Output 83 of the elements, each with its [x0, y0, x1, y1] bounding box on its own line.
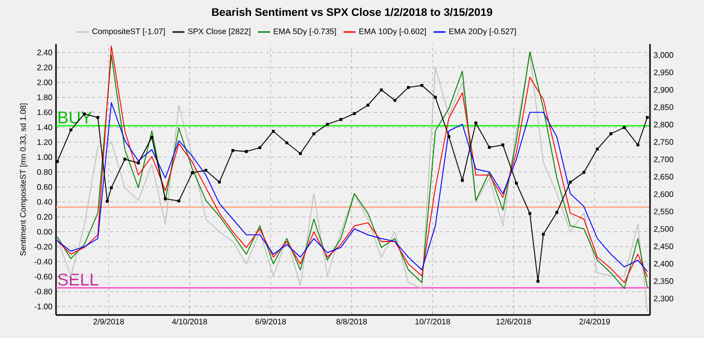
- point: [514, 182, 518, 185]
- y-tick-label: 0.20: [37, 214, 52, 220]
- y-tick-label: 1.20: [38, 139, 52, 145]
- point: [110, 186, 113, 190]
- point: [380, 88, 383, 92]
- point: [447, 135, 450, 138]
- y-tick-label: 1.40: [38, 124, 52, 130]
- y2-tick-label: 2,800: [654, 122, 674, 128]
- y2-tick-label: 2,850: [654, 104, 674, 111]
- y-tick-label: 0.60: [37, 184, 52, 190]
- point: [244, 150, 248, 153]
- x-tick-label: 8/8/2018: [336, 318, 367, 324]
- point: [339, 118, 342, 121]
- point: [420, 84, 424, 87]
- y-tick-label: 0.00: [37, 228, 52, 235]
- y-axis-title: Sentiment CompositeST [mn 0.33, sd 1.08]: [20, 104, 28, 256]
- legend-label: EMA 10Dy [-0.602]: [359, 28, 426, 36]
- point: [555, 210, 558, 214]
- legend-label: EMA 20Dy [-0.527]: [449, 28, 516, 36]
- point: [474, 122, 478, 124]
- y-tick-label: 1.80: [38, 94, 52, 100]
- point: [501, 143, 504, 146]
- y2-tick-label: 2,650: [654, 174, 674, 181]
- y-tick-label: -0.20: [34, 244, 52, 250]
- point: [460, 178, 464, 182]
- chart-title: Bearish Sentiment vs SPX Close 1/2/2018 to 3/15/2019: [212, 8, 492, 16]
- legend-label: CompositeST [-1.07]: [92, 28, 165, 36]
- legend-label: SPX Close [2822]: [188, 28, 250, 36]
- y2-tick-label: 2,300: [654, 296, 674, 302]
- y-tick-label: 2.40: [37, 50, 52, 56]
- y-tick-label: 2.00: [37, 80, 52, 86]
- y2-tick-label: 2,500: [654, 226, 674, 233]
- point: [218, 180, 221, 184]
- point: [393, 98, 396, 102]
- point: [636, 143, 640, 146]
- y2-tick-label: 2,550: [654, 208, 674, 216]
- point: [582, 170, 586, 174]
- point: [123, 158, 126, 161]
- point: [285, 141, 288, 144]
- y-tick-label: 1.00: [38, 154, 52, 160]
- point: [326, 122, 329, 126]
- y2-tick-label: 2,600: [654, 191, 674, 198]
- x-tick-label: 2/9/2018: [93, 318, 124, 324]
- y2-tick-label: 3,000: [654, 52, 674, 59]
- y-tick-label: 0.40: [37, 199, 52, 205]
- point: [536, 280, 540, 283]
- y2-tick-label: 2,950: [654, 70, 674, 76]
- point: [96, 116, 100, 119]
- point: [298, 152, 302, 156]
- point: [488, 146, 491, 149]
- y2-tick-label: 2,400: [654, 260, 674, 268]
- point: [596, 148, 599, 151]
- point: [204, 168, 208, 172]
- y2-tick-label: 2,900: [654, 86, 674, 94]
- x-tick-label: 4/10/2018: [172, 318, 208, 324]
- x-tick-label: 6/9/2018: [255, 318, 286, 324]
- y-tick-label: -1.00: [34, 304, 52, 310]
- y-tick-label: -0.40: [34, 258, 52, 264]
- point: [231, 149, 234, 152]
- point: [434, 96, 437, 99]
- x-tick-label: 2/4/2019: [579, 318, 610, 324]
- point: [568, 180, 572, 184]
- y2-tick-label: 2,750: [654, 139, 674, 146]
- y-tick-label: 0.80: [37, 169, 52, 175]
- y2-tick-label: 2,700: [654, 156, 674, 164]
- y-tick-label: 1.60: [38, 109, 52, 116]
- point: [136, 162, 140, 164]
- x-tick-label: 10/7/2018: [415, 318, 450, 324]
- point: [352, 112, 356, 116]
- ref-line-label: SELL: [58, 274, 98, 286]
- y2-tick-label: 2,450: [654, 244, 674, 250]
- point: [622, 126, 626, 129]
- y2-tick-label: 2,350: [654, 278, 674, 285]
- point: [150, 136, 154, 139]
- y-tick-label: -0.60: [34, 274, 52, 280]
- point: [528, 212, 532, 215]
- y-tick-label: -0.80: [34, 288, 52, 294]
- point: [69, 128, 72, 132]
- point: [177, 199, 180, 202]
- y-tick-label: 2.20: [37, 64, 52, 70]
- point: [366, 104, 370, 107]
- x-tick-label: 12/6/2018: [496, 318, 532, 324]
- legend-label: EMA 5Dy [-0.735]: [274, 28, 336, 36]
